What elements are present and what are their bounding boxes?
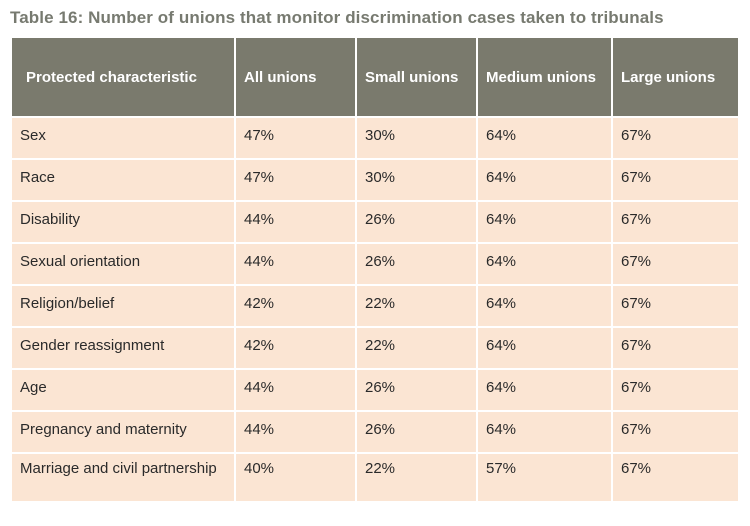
- column-header-all-unions: All unions: [236, 38, 355, 116]
- row-label: Sexual orientation: [12, 244, 234, 284]
- cell-large-unions: 67%: [613, 118, 738, 158]
- cell-all-unions: 44%: [236, 370, 355, 410]
- header-row: Protected characteristic All unions Smal…: [12, 38, 738, 116]
- table-row: Gender reassignment 42% 22% 64% 67%: [12, 328, 738, 368]
- cell-medium-unions: 64%: [478, 286, 611, 326]
- cell-medium-unions: 57%: [478, 454, 611, 501]
- table-title: Table 16: Number of unions that monitor …: [10, 8, 664, 27]
- table-row: Age 44% 26% 64% 67%: [12, 370, 738, 410]
- column-header-medium-unions: Medium unions: [478, 38, 611, 116]
- cell-small-unions: 22%: [357, 328, 476, 368]
- cell-all-unions: 44%: [236, 412, 355, 452]
- cell-large-unions: 67%: [613, 160, 738, 200]
- cell-all-unions: 44%: [236, 244, 355, 284]
- cell-large-unions: 67%: [613, 370, 738, 410]
- cell-medium-unions: 64%: [478, 202, 611, 242]
- cell-large-unions: 67%: [613, 412, 738, 452]
- cell-large-unions: 67%: [613, 244, 738, 284]
- cell-small-unions: 26%: [357, 202, 476, 242]
- cell-small-unions: 26%: [357, 370, 476, 410]
- table-row: Race 47% 30% 64% 67%: [12, 160, 738, 200]
- table-row: Sexual orientation 44% 26% 64% 67%: [12, 244, 738, 284]
- cell-all-unions: 42%: [236, 286, 355, 326]
- table-row: Religion/belief 42% 22% 64% 67%: [12, 286, 738, 326]
- row-label: Age: [12, 370, 234, 410]
- cell-small-unions: 22%: [357, 454, 476, 501]
- table-row: Pregnancy and maternity 44% 26% 64% 67%: [12, 412, 738, 452]
- cell-all-unions: 40%: [236, 454, 355, 501]
- row-label: Pregnancy and maternity: [12, 412, 234, 452]
- row-label: Race: [12, 160, 234, 200]
- cell-large-unions: 67%: [613, 328, 738, 368]
- row-label: Marriage and civil partnership: [12, 454, 234, 501]
- data-table: Protected characteristic All unions Smal…: [10, 36, 740, 503]
- cell-all-unions: 47%: [236, 118, 355, 158]
- cell-small-unions: 22%: [357, 286, 476, 326]
- cell-large-unions: 67%: [613, 286, 738, 326]
- cell-all-unions: 47%: [236, 160, 355, 200]
- cell-all-unions: 44%: [236, 202, 355, 242]
- row-label: Sex: [12, 118, 234, 158]
- cell-medium-unions: 64%: [478, 412, 611, 452]
- cell-small-unions: 30%: [357, 160, 476, 200]
- column-header-large-unions: Large unions: [613, 38, 738, 116]
- row-label: Disability: [12, 202, 234, 242]
- cell-medium-unions: 64%: [478, 370, 611, 410]
- cell-large-unions: 67%: [613, 454, 738, 501]
- table-row: Disability 44% 26% 64% 67%: [12, 202, 738, 242]
- cell-small-unions: 26%: [357, 244, 476, 284]
- table-row: Sex 47% 30% 64% 67%: [12, 118, 738, 158]
- column-header-small-unions: Small unions: [357, 38, 476, 116]
- cell-medium-unions: 64%: [478, 328, 611, 368]
- cell-small-unions: 26%: [357, 412, 476, 452]
- cell-medium-unions: 64%: [478, 118, 611, 158]
- table-row: Marriage and civil partnership 40% 22% 5…: [12, 454, 738, 501]
- cell-medium-unions: 64%: [478, 160, 611, 200]
- cell-large-unions: 67%: [613, 202, 738, 242]
- cell-medium-unions: 64%: [478, 244, 611, 284]
- cell-small-unions: 30%: [357, 118, 476, 158]
- cell-all-unions: 42%: [236, 328, 355, 368]
- row-label: Gender reassignment: [12, 328, 234, 368]
- row-label: Religion/belief: [12, 286, 234, 326]
- column-header-characteristic: Protected characteristic: [12, 38, 234, 116]
